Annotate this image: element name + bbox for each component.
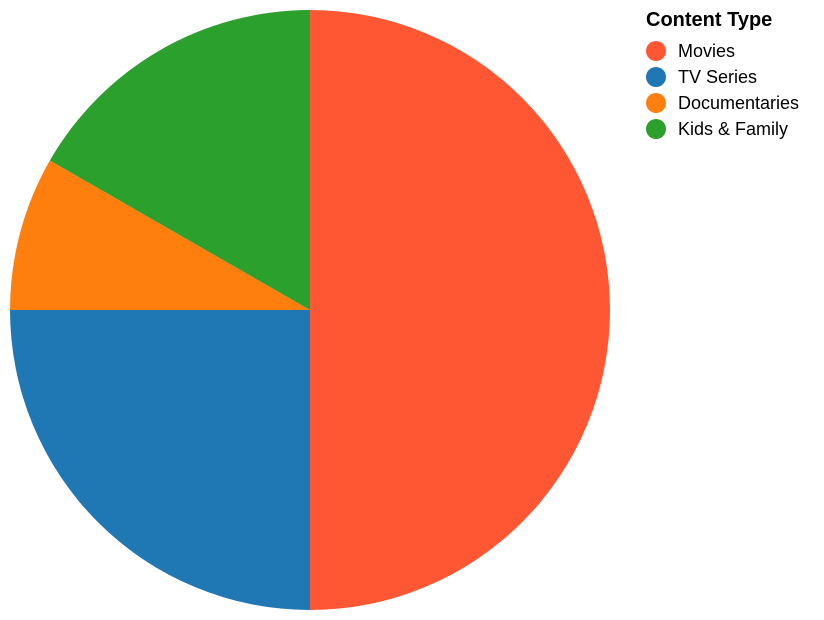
pie-slice-movies [310, 10, 610, 610]
legend-swatch [646, 93, 666, 113]
legend-label: Movies [678, 40, 736, 61]
legend-item: Documentaries [646, 90, 799, 116]
legend-swatch [646, 119, 666, 139]
legend-item: Movies [646, 38, 799, 64]
legend: Content Type Movies TV Series Documentarie… [646, 8, 799, 142]
legend-swatch [646, 67, 666, 87]
legend-item: TV Series [646, 64, 799, 90]
legend-label: TV Series [678, 66, 758, 87]
pie-slice-kids-family [49, 9, 311, 310]
legend-label: Kids & Family [678, 118, 789, 139]
pie-slice-tv-series [10, 310, 310, 610]
pie-slice-documentaries [10, 160, 310, 310]
legend-title: Content Type [646, 9, 773, 31]
legend-items: Movies TV Series Documentaries Kids & Famil… [646, 38, 799, 142]
legend-item: Kids & Family [646, 116, 799, 142]
legend-swatch [646, 41, 666, 61]
legend-label: Documentaries [678, 92, 800, 113]
